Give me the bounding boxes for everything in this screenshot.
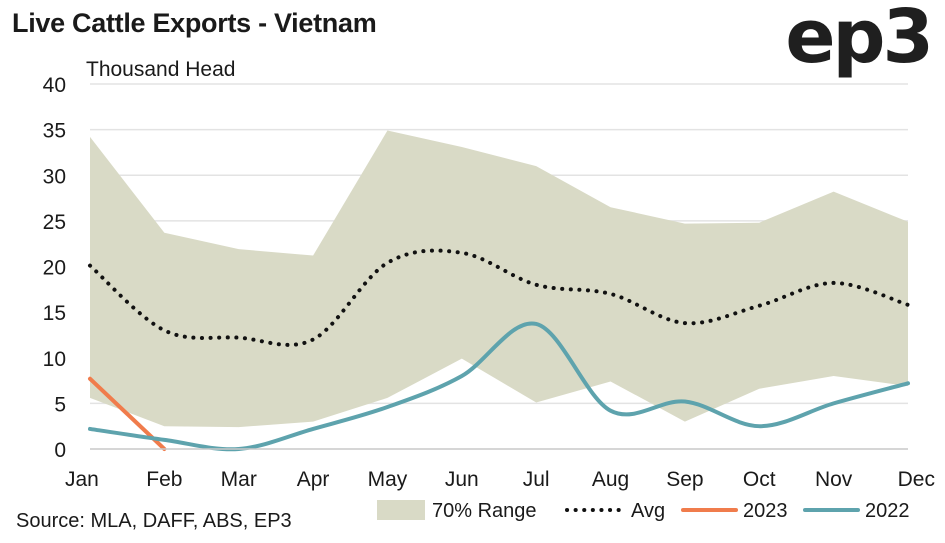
y-tick-label-0: 0: [54, 439, 66, 462]
x-tick-label-mar: Mar: [221, 468, 257, 491]
series-line-2023: [88, 376, 167, 451]
range-band-area: [90, 130, 908, 428]
x-tick-label-may: May: [368, 468, 408, 491]
y-tick-label-20: 20: [43, 257, 66, 280]
chart-title: Live Cattle Exports - Vietnam: [12, 8, 377, 38]
legend: 70% Range Avg 2023 2022: [377, 500, 910, 522]
x-tick-label-dec: Dec: [898, 468, 935, 491]
x-tick-label-jul: Jul: [523, 468, 550, 491]
legend-label-2023: 2023: [743, 500, 788, 522]
x-tick-label-nov: Nov: [815, 468, 853, 491]
y-tick-label-15: 15: [43, 302, 66, 325]
x-tick-label-oct: Oct: [743, 468, 776, 491]
x-tick-label-sep: Sep: [666, 468, 703, 491]
legend-swatch-range: [377, 500, 425, 520]
ep3-logo: ep3: [785, 0, 934, 80]
y-tick-label-10: 10: [43, 348, 66, 371]
x-tick-label-apr: Apr: [297, 468, 330, 491]
legend-label-2022: 2022: [865, 500, 910, 522]
legend-label-range: 70% Range: [432, 500, 537, 522]
x-tick-label-feb: Feb: [146, 468, 182, 491]
y-tick-label-30: 30: [43, 165, 66, 188]
y-tick-label-40: 40: [43, 74, 66, 97]
source-note: Source: MLA, DAFF, ABS, EP3: [16, 510, 292, 532]
x-tick-label-jun: Jun: [445, 468, 479, 491]
series-line-avg: [88, 248, 910, 347]
x-tick-label-jan: Jan: [65, 468, 99, 491]
y-tick-label-25: 25: [43, 211, 66, 234]
x-tick-label-aug: Aug: [592, 468, 629, 491]
y-tick-label-35: 35: [43, 120, 66, 143]
legend-label-avg: Avg: [631, 500, 665, 522]
axes: 0 5 10 15 20 25 30 35 40 Jan Feb Mar Apr May Jun Jul Aug…: [43, 74, 935, 491]
y-tick-label-5: 5: [54, 393, 66, 416]
range-band: [90, 130, 908, 428]
y-axis-unit-label: Thousand Head: [86, 58, 235, 81]
